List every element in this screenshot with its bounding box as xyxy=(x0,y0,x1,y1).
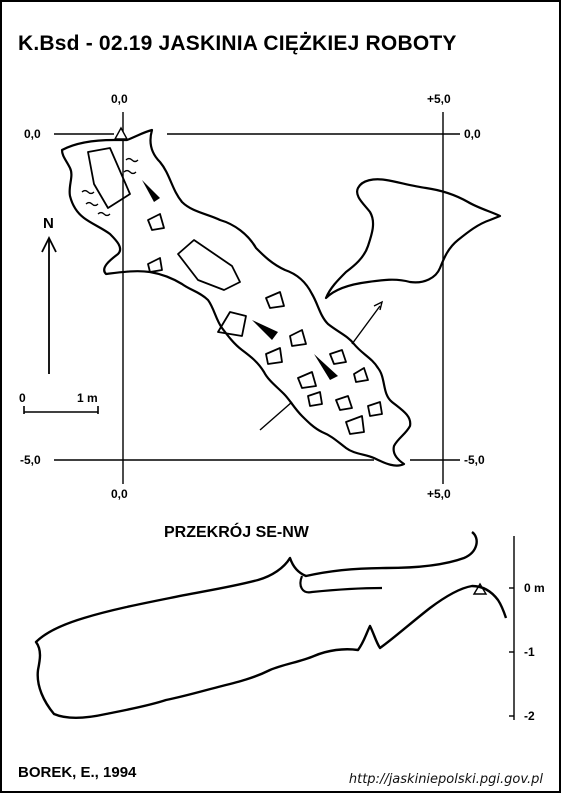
section-line xyxy=(259,300,384,431)
cave-outline-side-chamber xyxy=(324,178,502,300)
depth-scale xyxy=(509,536,515,720)
section-title: PRZEKRÓJ SE-NW xyxy=(164,524,309,541)
grid-label-y5-left: -5,0 xyxy=(20,453,41,467)
author-credit: BOREK, E., 1994 xyxy=(18,764,137,781)
grid-label-x5-top: +5,0 xyxy=(427,92,451,106)
scale-start-label: 0 xyxy=(19,391,26,405)
plan-grid xyxy=(54,112,460,484)
depth-label-0: 0 m xyxy=(524,581,545,595)
depth-label-1: -1 xyxy=(524,645,535,659)
water-symbols xyxy=(81,157,139,217)
source-url: http://jaskiniepolski.pgi.gov.pl xyxy=(348,772,543,787)
map-title: K.Bsd - 02.19 JASKINIA CIĘŻKIEJ ROBOTY xyxy=(18,32,457,55)
grid-label-y0-right: 0,0 xyxy=(464,127,481,141)
grid-label-y5-right: -5,0 xyxy=(464,453,485,467)
north-label: N xyxy=(43,215,54,232)
depth-label-2: -2 xyxy=(524,709,535,723)
entrance-triangle-icon xyxy=(113,126,129,140)
cave-outline-section xyxy=(34,531,508,719)
scale-end-label: 1 m xyxy=(77,391,98,405)
cave-outline-plan xyxy=(60,128,412,467)
scale-bar xyxy=(23,406,99,414)
grid-label-x0-bottom: 0,0 xyxy=(111,487,128,501)
slope-markers xyxy=(142,180,338,380)
grid-label-x5-bottom: +5,0 xyxy=(427,487,451,501)
north-arrow-icon xyxy=(41,235,57,374)
rock-outlines xyxy=(87,147,383,435)
grid-label-x0-top: 0,0 xyxy=(111,92,128,106)
section-roof-ledge xyxy=(299,575,383,594)
grid-label-y0-left: 0,0 xyxy=(24,127,41,141)
